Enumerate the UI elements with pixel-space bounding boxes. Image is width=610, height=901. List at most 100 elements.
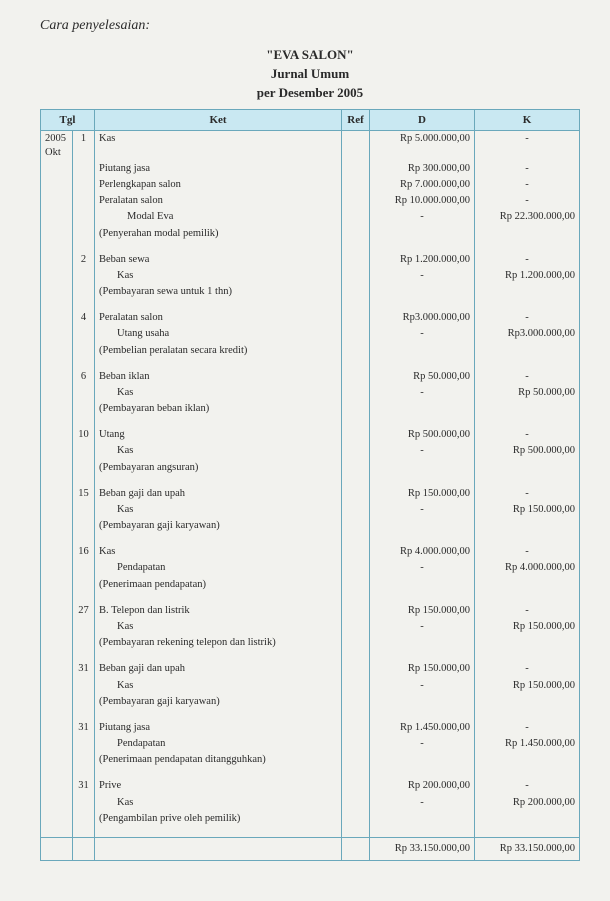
- table-row: Kas -Rp 150.000,00: [41, 619, 580, 635]
- cell-day: 6: [73, 369, 95, 385]
- spacer-cell: [475, 768, 580, 778]
- cell-debit: Rp 5.000.000,00: [370, 130, 475, 161]
- cell-ref: [342, 795, 370, 811]
- cell-kredit: Rp 150.000,00: [475, 619, 580, 635]
- cell-debit: Rp 150.000,00: [370, 661, 475, 677]
- spacer-cell: [475, 651, 580, 661]
- cell-day: [73, 694, 95, 710]
- cell-debit: -: [370, 795, 475, 811]
- cell-ref: [342, 177, 370, 193]
- cell-kredit: Rp 1.450.000,00: [475, 736, 580, 752]
- spacer-cell: [342, 534, 370, 544]
- cell-ket: B. Telepon dan listrik: [95, 603, 342, 619]
- cell-tgl-a: [41, 795, 73, 811]
- cell-ref: [342, 577, 370, 593]
- cell-kredit: -: [475, 130, 580, 161]
- spacer-cell: [41, 651, 73, 661]
- spacer-cell: [342, 651, 370, 661]
- cell-total-k: Rp 33.150.000,00: [475, 837, 580, 860]
- cell-kredit: [475, 343, 580, 359]
- cell-ref: [342, 778, 370, 794]
- cell-tgl-a: [41, 577, 73, 593]
- cell-kredit: Rp 500.000,00: [475, 443, 580, 459]
- table-row: Perlengkapan salonRp 7.000.000,00-: [41, 177, 580, 193]
- spacer-row: [41, 359, 580, 369]
- cell-tgl-a: [41, 460, 73, 476]
- cell-ref: [342, 460, 370, 476]
- cell-kredit: -: [475, 177, 580, 193]
- cell-day: [73, 193, 95, 209]
- cell-day: 4: [73, 310, 95, 326]
- cell-kredit: [475, 460, 580, 476]
- cell-ket: Kas: [95, 795, 342, 811]
- cell-ref: [342, 326, 370, 342]
- cell-kredit: Rp 150.000,00: [475, 678, 580, 694]
- spacer-cell: [41, 827, 73, 838]
- spacer-cell: [342, 593, 370, 603]
- cell-ref: [342, 193, 370, 209]
- spacer-cell: [41, 768, 73, 778]
- cell-day: 31: [73, 778, 95, 794]
- cell-debit: -: [370, 619, 475, 635]
- cell-ref: [342, 736, 370, 752]
- cell-ref: [342, 161, 370, 177]
- cell-day: [73, 752, 95, 768]
- spacer-cell: [73, 534, 95, 544]
- table-row: Kas-Rp 150.000,00: [41, 678, 580, 694]
- cell-tgl-a: [41, 560, 73, 576]
- cell-day: [73, 226, 95, 242]
- cell-debit: Rp 1.450.000,00: [370, 720, 475, 736]
- cell-debit: Rp 200.000,00: [370, 778, 475, 794]
- cell-ref: [342, 130, 370, 161]
- cell-ket: (Penerimaan pendapatan): [95, 577, 342, 593]
- spacer-row: [41, 476, 580, 486]
- spacer-row: [41, 768, 580, 778]
- spacer-cell: [95, 476, 342, 486]
- cell-debit: Rp 500.000,00: [370, 427, 475, 443]
- cell-ref: [342, 678, 370, 694]
- cell-kredit: -: [475, 427, 580, 443]
- cell-kredit: [475, 694, 580, 710]
- cell-ref: [342, 427, 370, 443]
- cell-tgl-a: [41, 268, 73, 284]
- cell-debit: Rp 10.000.000,00: [370, 193, 475, 209]
- spacer-row: [41, 300, 580, 310]
- cell-tgl-a: [41, 443, 73, 459]
- cell-ref: [342, 209, 370, 225]
- cell-day: [73, 161, 95, 177]
- cell-ref: [342, 401, 370, 417]
- spacer-cell: [342, 827, 370, 838]
- cell-debit: Rp 300.000,00: [370, 161, 475, 177]
- spacer-row: [41, 417, 580, 427]
- spacer-cell: [370, 710, 475, 720]
- cell-day: [73, 837, 95, 860]
- cell-tgl-a: [41, 486, 73, 502]
- cell-debit: Rp 150.000,00: [370, 486, 475, 502]
- spacer-cell: [41, 417, 73, 427]
- cell-ket: Beban iklan: [95, 369, 342, 385]
- spacer-cell: [370, 827, 475, 838]
- cell-debit: -: [370, 268, 475, 284]
- cell-ref: [342, 619, 370, 635]
- cell-tgl-a: [41, 177, 73, 193]
- spacer-cell: [73, 768, 95, 778]
- cell-ref: [342, 343, 370, 359]
- table-row: 16KasRp 4.000.000,00-: [41, 544, 580, 560]
- cell-tgl-a: [41, 518, 73, 534]
- spacer-cell: [475, 710, 580, 720]
- spacer-cell: [95, 710, 342, 720]
- table-row: Kas-Rp 150.000,00: [41, 502, 580, 518]
- table-row: Kas-Rp 1.200.000,00: [41, 268, 580, 284]
- table-row: (Pembayaran sewa untuk 1 thn): [41, 284, 580, 300]
- spacer-cell: [95, 593, 342, 603]
- cell-day: [73, 443, 95, 459]
- cell-ref: [342, 811, 370, 827]
- spacer-cell: [73, 242, 95, 252]
- cell-ket: Kas: [95, 619, 342, 635]
- cell-debit: [370, 343, 475, 359]
- cell-ref: [342, 752, 370, 768]
- spacer-cell: [41, 710, 73, 720]
- spacer-cell: [370, 300, 475, 310]
- cell-day: [73, 284, 95, 300]
- spacer-cell: [342, 710, 370, 720]
